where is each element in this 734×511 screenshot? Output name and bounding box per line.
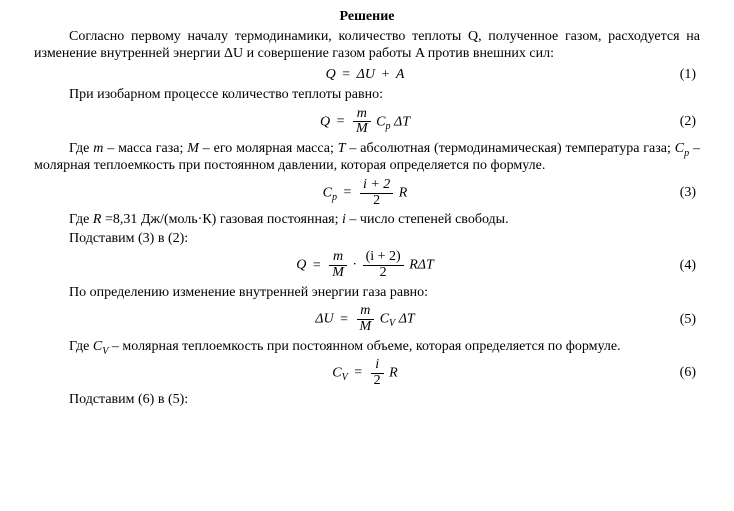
eq2-lhs: Q — [320, 114, 330, 129]
eq6-op: = — [351, 365, 365, 380]
p7-b: – молярная теплоемкость при постоянном о… — [108, 339, 620, 354]
eq6-lhs-a: C — [332, 365, 341, 380]
eq5-factor-b: ΔT — [399, 312, 415, 327]
eq3-frac-num: i + 2 — [360, 178, 393, 194]
eq5-number: (5) — [415, 311, 700, 329]
p3-M: M — [187, 141, 199, 156]
eq2-factor-b: ΔT — [394, 114, 410, 129]
eq3-number: (3) — [407, 184, 700, 202]
eq1-number: (1) — [404, 66, 700, 84]
eq3-lhs-sub: p — [332, 192, 337, 203]
eq2-frac-num: m — [353, 107, 371, 123]
eq3-op: = — [341, 185, 355, 200]
eq6-lhs-sub: V — [342, 372, 348, 383]
equation-6: CV = i 2 R (6) — [34, 358, 700, 388]
eq6-factor: R — [389, 365, 398, 380]
p4-c: – число степеней свободы. — [346, 212, 509, 227]
p3-m: m — [93, 141, 103, 156]
equation-3: Cp = i + 2 2 R (3) — [34, 178, 700, 208]
eq1-rhs-a: ΔU — [357, 67, 375, 82]
eq6-number: (6) — [398, 364, 700, 382]
eq4-f2-num: (i + 2) — [363, 250, 404, 266]
eq5-fraction: m M — [357, 304, 375, 334]
eq6-frac-den: 2 — [371, 374, 384, 389]
paragraph-3: Где m – масса газа; M – его молярная мас… — [34, 140, 700, 175]
eq6-fraction: i 2 — [371, 358, 384, 388]
eq2-factor-a: C — [376, 114, 385, 129]
eq5-frac-num: m — [357, 304, 375, 320]
eq3-lhs-a: C — [323, 185, 332, 200]
eq3-frac-den: 2 — [360, 194, 393, 209]
eq1-plus: + — [378, 67, 392, 82]
eq4-dot: · — [352, 258, 357, 273]
eq2-fraction: m M — [353, 107, 371, 137]
section-title: Решение — [34, 8, 700, 26]
paragraph-2: При изобарном процессе количество теплот… — [34, 86, 700, 104]
eq4-factor-a: R — [409, 258, 418, 273]
eq4-f1-den: M — [329, 266, 347, 281]
p3-Cp: C — [675, 141, 684, 156]
eq4-f1-num: m — [329, 250, 347, 266]
eq4-f2-den: 2 — [363, 266, 404, 281]
eq3-factor: R — [399, 185, 408, 200]
eq1-rhs-b: A — [396, 67, 405, 82]
paragraph-6: По определению изменение внутренней энер… — [34, 284, 700, 302]
eq2-number: (2) — [410, 113, 700, 131]
eq5-frac-den: M — [357, 320, 375, 335]
eq5-lhs: ΔU — [315, 312, 333, 327]
eq4-number: (4) — [434, 257, 700, 275]
paragraph-8: Подставим (6) в (5): — [34, 391, 700, 409]
eq1-lhs: Q — [326, 67, 336, 82]
eq1-op: = — [339, 67, 353, 82]
equation-2: Q = m M Cp ΔT (2) — [34, 107, 700, 137]
equation-5: ΔU = m M CV ΔT (5) — [34, 304, 700, 334]
paragraph-1: Согласно первому началу термодинамики, к… — [34, 28, 700, 63]
paragraph-4: Где R =8,31 Дж/(моль·К) газовая постоянн… — [34, 211, 700, 229]
eq4-lhs: Q — [296, 258, 306, 273]
paragraph-7: Где CV – молярная теплоемкость при посто… — [34, 338, 700, 356]
eq3-fraction: i + 2 2 — [360, 178, 393, 208]
equation-4: Q = m M · (i + 2) 2 RΔT (4) — [34, 250, 700, 280]
eq2-op: = — [334, 114, 348, 129]
eq2-frac-den: M — [353, 122, 371, 137]
p4-b: =8,31 Дж/(моль·К) газовая постоянная; — [101, 212, 342, 227]
eq2-factor-a-sub: p — [386, 121, 391, 132]
paragraph-5: Подставим (3) в (2): — [34, 230, 700, 248]
equation-1: Q = ΔU + A (1) — [34, 66, 700, 84]
p4-a: Где — [69, 212, 93, 227]
eq6-frac-num: i — [371, 358, 384, 374]
p3-c: – его молярная масса; — [199, 141, 338, 156]
p3-T: T — [338, 141, 346, 156]
eq4-factor-b: ΔT — [418, 258, 434, 273]
p3-b: – масса газа; — [103, 141, 187, 156]
eq5-factor-a: C — [380, 312, 389, 327]
eq4-frac2: (i + 2) 2 — [363, 250, 404, 280]
eq5-factor-a-sub: V — [389, 318, 395, 329]
eq5-op: = — [337, 312, 351, 327]
eq4-frac1: m M — [329, 250, 347, 280]
p3-d: – абсолютная (термодинамическая) темпера… — [346, 141, 675, 156]
p7-Cv: C — [93, 339, 102, 354]
eq4-op: = — [310, 258, 324, 273]
p3-a: Где — [69, 141, 93, 156]
p7-a: Где — [69, 339, 93, 354]
